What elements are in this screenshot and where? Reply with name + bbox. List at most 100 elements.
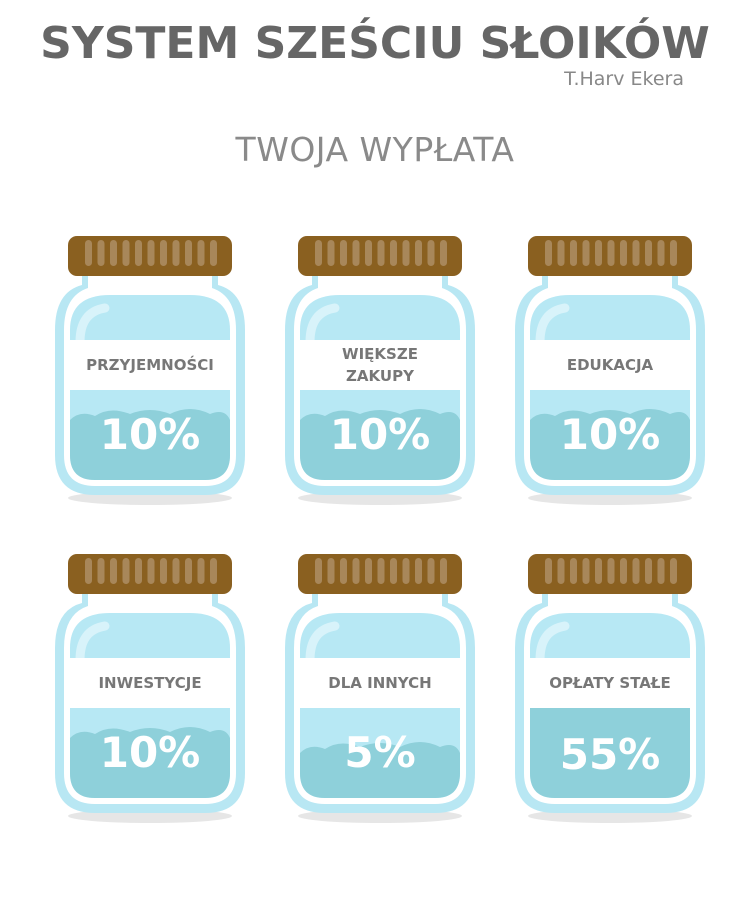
lid-ridge (315, 240, 322, 266)
lid-ridge (557, 240, 565, 266)
lid-ridge (620, 240, 627, 266)
lid-ridge (97, 240, 105, 266)
lid-ridge (632, 240, 640, 266)
lid-ridge (185, 558, 192, 584)
lid-ridge (390, 558, 397, 584)
lid-ridge (147, 558, 155, 584)
lid-ridge (172, 558, 180, 584)
lid-ridge (365, 240, 372, 266)
page-title: SYSTEM SZEŚCIU SŁOIKÓW (40, 18, 710, 69)
liquid (70, 727, 230, 798)
jar-label: INWESTYCJE (98, 674, 202, 692)
lid-ridge (160, 558, 167, 584)
lid-ridge (402, 240, 410, 266)
jar: INWESTYCJE 10% (50, 548, 250, 828)
jar: OPŁATY STAŁE 55% (510, 548, 710, 828)
lid-ridge (595, 240, 602, 266)
label-band (300, 340, 460, 390)
lid-ridge (377, 558, 385, 584)
jar: PRZYJEMNOŚCI 10% (50, 230, 250, 510)
jar-percent: 10% (99, 410, 201, 459)
lid-ridge (352, 558, 360, 584)
jar: WIĘKSZE ZAKUPY 10% (280, 230, 480, 510)
lid-ridge (427, 240, 435, 266)
lid-ridge (135, 240, 142, 266)
glass-highlight-icon (75, 621, 110, 665)
jar-label: OPŁATY STAŁE (549, 674, 671, 692)
lid-ridge (327, 558, 335, 584)
lid-ridge (440, 558, 447, 584)
lid-ridge (122, 240, 130, 266)
lid-ridge (570, 558, 577, 584)
jar-percent: 5% (344, 728, 416, 777)
liquid (70, 409, 230, 480)
lid-ridge (110, 558, 117, 584)
lid-ridge (607, 558, 615, 584)
subtitle: TWOJA WYPŁATA (235, 130, 515, 169)
lid-ridge (197, 558, 205, 584)
jar: DLA INNYCH 5% (280, 548, 480, 828)
lid-ridge (147, 240, 155, 266)
lid-ridge (545, 240, 552, 266)
liquid (530, 708, 690, 798)
lid-ridge (427, 558, 435, 584)
glass-highlight-icon (305, 303, 340, 347)
lid-ridge (582, 240, 590, 266)
lid-ridge (557, 558, 565, 584)
lid-ridge (402, 558, 410, 584)
lid-ridge (85, 240, 92, 266)
lid-ridge (645, 240, 652, 266)
label-band (300, 658, 460, 708)
lid-ridge (415, 558, 422, 584)
lid-ridge (160, 240, 167, 266)
glass-highlight-icon (75, 303, 110, 347)
lid-ridge (340, 558, 347, 584)
lid-ridge (85, 558, 92, 584)
lid-ridge (210, 240, 217, 266)
lid-ridge (327, 240, 335, 266)
lid-ridge (607, 240, 615, 266)
lid-ridge (110, 240, 117, 266)
lid-ridge (620, 558, 627, 584)
liquid (300, 409, 460, 480)
jar-label: PRZYJEMNOŚCI (86, 356, 214, 374)
jar-percent: 10% (329, 410, 431, 459)
lid-ridge (172, 240, 180, 266)
jar-percent: 10% (99, 728, 201, 777)
label-band (530, 340, 690, 390)
lid-ridge (377, 240, 385, 266)
lid-ridge (570, 240, 577, 266)
jar-label: WIĘKSZE ZAKUPY (342, 345, 418, 385)
lid-ridge (315, 558, 322, 584)
lid-ridge (440, 240, 447, 266)
glass-highlight-icon (305, 621, 340, 665)
jar-label: DLA INNYCH (328, 674, 432, 692)
lid-ridge (595, 558, 602, 584)
jar-percent: 10% (559, 410, 661, 459)
lid-ridge (582, 558, 590, 584)
glass-highlight-icon (535, 303, 570, 347)
lid-ridge (340, 240, 347, 266)
lid-ridge (545, 558, 552, 584)
lid-ridge (365, 558, 372, 584)
lid-ridge (645, 558, 652, 584)
lid-ridge (670, 558, 677, 584)
lid-ridge (97, 558, 105, 584)
author: T.Harv Ekera (564, 68, 684, 90)
jar-percent: 55% (559, 730, 661, 779)
jar-label: EDUKACJA (566, 356, 654, 374)
lid-ridge (415, 240, 422, 266)
lid-ridge (352, 240, 360, 266)
lid-ridge (197, 240, 205, 266)
lid-ridge (185, 240, 192, 266)
jar: EDUKACJA 10% (510, 230, 710, 510)
label-band (530, 658, 690, 708)
lid-ridge (632, 558, 640, 584)
lid-ridge (670, 240, 677, 266)
label-band (70, 658, 230, 708)
lid-ridge (135, 558, 142, 584)
lid-ridge (657, 558, 665, 584)
label-band (70, 340, 230, 390)
glass-highlight-icon (535, 621, 570, 665)
lid-ridge (390, 240, 397, 266)
